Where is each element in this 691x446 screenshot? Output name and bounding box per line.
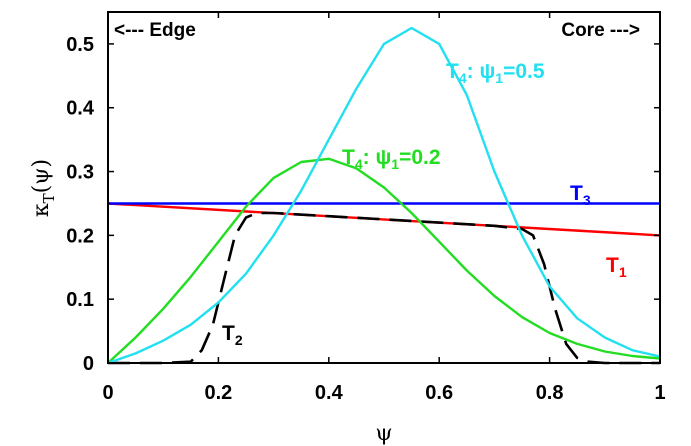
edge-annotation: <--- Edge [114, 20, 196, 41]
series-line-t4b [107, 26, 661, 365]
x-tick-label: 0.8 [536, 382, 564, 404]
series-line-t4a [107, 157, 661, 364]
y-tick-label: 0.3 [66, 162, 94, 184]
y-tick-label: 0.2 [66, 225, 94, 247]
x-tick-label: 0.2 [204, 382, 232, 404]
series-line-t1 [107, 202, 661, 237]
x-tick-label: 0.6 [425, 382, 453, 404]
y-tick-label: 0 [83, 353, 94, 375]
label-t2: T2 [222, 322, 243, 348]
x-tick-label: 0 [102, 382, 113, 404]
x-axis-label: ψ [375, 421, 392, 446]
y-tick-label: 0.4 [66, 98, 95, 120]
label-t4-psi02: T4: ψ1=0.2 [342, 146, 441, 172]
tick-layer: 0 0.2 0.4 0.6 0.8 1 0 0.1 0.2 0.3 0.4 0.5 [66, 12, 666, 404]
y-tick-label: 0.1 [66, 289, 94, 311]
label-t1: T1 [606, 254, 627, 280]
series-line-t2 [108, 211, 660, 365]
y-axis-label: κT(ψ) [29, 159, 58, 217]
label-t4-psi05: T4: ψ1=0.5 [446, 60, 545, 86]
series-layer [107, 26, 661, 365]
plot-frame [107, 11, 661, 364]
y-tick-label: 0.5 [66, 34, 94, 56]
core-annotation: Core ---> [561, 20, 640, 41]
x-tick-label: 1 [654, 382, 665, 404]
x-tick-label: 0.4 [315, 382, 344, 404]
label-t3: T3 [570, 182, 591, 208]
